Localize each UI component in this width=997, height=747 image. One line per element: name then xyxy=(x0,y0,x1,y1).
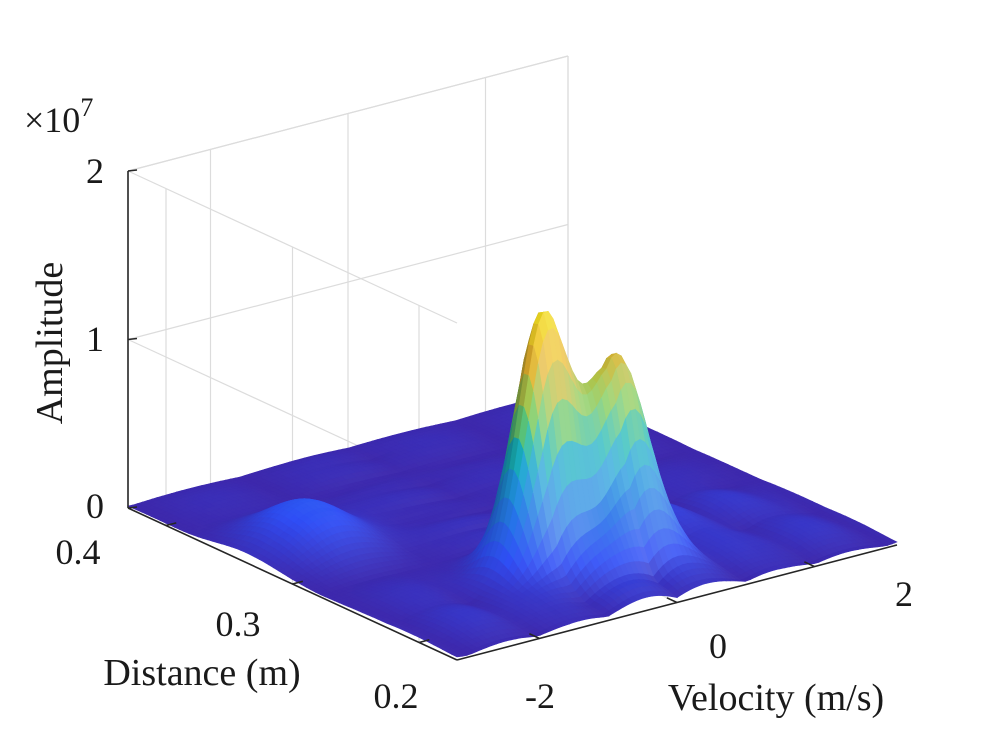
surface-mesh xyxy=(127,311,898,658)
